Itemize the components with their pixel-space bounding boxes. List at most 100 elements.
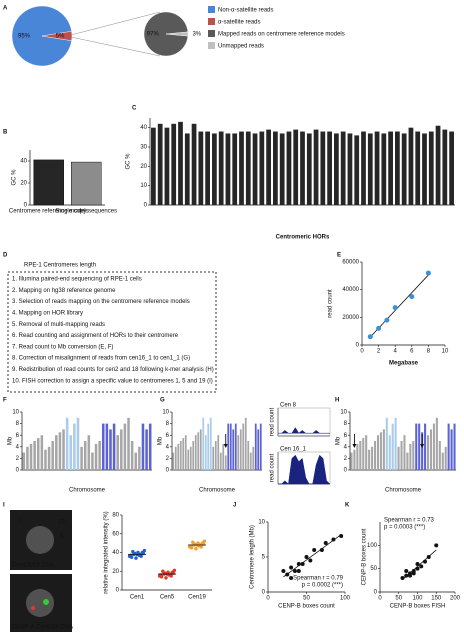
bar: [403, 435, 406, 470]
y-tick-label: 40: [140, 125, 147, 131]
bar: [194, 435, 197, 470]
point: [339, 534, 344, 538]
bar: [123, 423, 127, 470]
y-tick-label: 6: [166, 433, 170, 439]
y-tick-label: 60000: [342, 260, 359, 266]
bar: [178, 121, 183, 205]
bar: [80, 446, 83, 470]
bar: [409, 443, 412, 470]
fish-signal: [31, 606, 35, 610]
bar: [239, 429, 242, 470]
point: [404, 569, 409, 573]
point: [292, 569, 297, 573]
bar: [374, 131, 380, 205]
bar: [359, 441, 362, 470]
bar: [62, 429, 65, 470]
point: [367, 334, 373, 340]
point: [415, 562, 420, 566]
bar: [197, 432, 200, 470]
annotation: p = 0.0002 (***): [302, 583, 343, 589]
y-tick-label: 0: [16, 468, 20, 474]
point: [426, 555, 431, 559]
y-tick-label: 10: [162, 410, 169, 416]
bar: [141, 423, 145, 470]
bar: [105, 423, 109, 470]
bar: [371, 446, 374, 470]
bar: [134, 452, 138, 470]
bar: [71, 161, 102, 206]
x-tick-label: 0: [378, 596, 382, 602]
bar: [65, 417, 69, 470]
bar: [426, 435, 430, 470]
bar: [171, 123, 177, 205]
bar: [252, 133, 258, 205]
bar: [259, 131, 265, 205]
y-tick-label: 20000: [342, 315, 359, 321]
bar: [435, 417, 438, 470]
y-tick-label: 10: [258, 520, 265, 526]
bar: [362, 438, 365, 470]
y-tick-label: 0: [344, 468, 348, 474]
inset-frame: [277, 407, 331, 437]
panel-label: J: [233, 503, 236, 509]
panel-label: C: [132, 106, 137, 112]
bar: [259, 423, 262, 470]
point: [164, 576, 168, 580]
bar: [212, 446, 215, 470]
bar: [44, 449, 47, 470]
panel-label: K: [345, 503, 350, 509]
y-tick-label: 0: [24, 203, 28, 209]
bar: [204, 435, 207, 470]
bar: [239, 131, 244, 205]
bar: [300, 131, 305, 205]
image-marker: 1: [18, 518, 22, 524]
point: [285, 572, 290, 577]
point: [308, 558, 313, 563]
bar: [202, 417, 205, 470]
bar: [379, 432, 382, 470]
x-tick-label: Cen5: [160, 595, 175, 601]
bar: [33, 159, 64, 206]
protocol-step: 7. Read count to Mb conversion (E, F): [12, 344, 113, 350]
x-tick-label: 50: [303, 596, 310, 602]
trend-line: [402, 549, 437, 581]
bar: [138, 446, 141, 470]
bar: [334, 133, 339, 205]
bar: [58, 432, 62, 470]
bar: [450, 429, 453, 470]
point: [142, 548, 147, 553]
point: [423, 559, 427, 564]
pie-slice: [41, 31, 73, 41]
bar: [435, 125, 441, 205]
bar: [356, 443, 359, 470]
x-tick-label: Cen19: [188, 595, 206, 601]
bar: [368, 449, 371, 470]
legend-label: α-satellite reads: [218, 20, 261, 26]
point: [384, 317, 390, 323]
x-tick-label: 50: [395, 596, 402, 602]
y-axis-label: GC %: [126, 153, 132, 170]
bar: [428, 131, 434, 205]
legend-label: Non-α-satellite reads: [218, 8, 274, 14]
y-tick-label: 5: [262, 555, 266, 561]
point: [296, 569, 301, 573]
y-tick-label: 8: [16, 421, 20, 427]
y-tick-label: 0: [116, 588, 120, 594]
protocol-step: 3. Selection of reads mapping on the cen…: [12, 299, 190, 305]
y-tick-label: 40000: [342, 287, 359, 293]
bar: [418, 423, 421, 470]
data-label: 97%: [147, 32, 160, 38]
bar: [29, 443, 33, 470]
bar: [293, 129, 299, 205]
bar: [219, 452, 222, 470]
protocol-step: 2. Mapping on hg38 reference genome: [12, 288, 116, 294]
bar: [382, 429, 385, 470]
x-axis-label: Chromosome: [69, 488, 106, 494]
bar: [245, 131, 251, 205]
x-tick-label: 4: [394, 349, 398, 355]
data-label: 95%: [18, 34, 31, 40]
bar: [361, 131, 366, 205]
y-tick-label: 6: [16, 433, 20, 439]
y-axis-label: Centromere length (Mb): [250, 525, 256, 589]
